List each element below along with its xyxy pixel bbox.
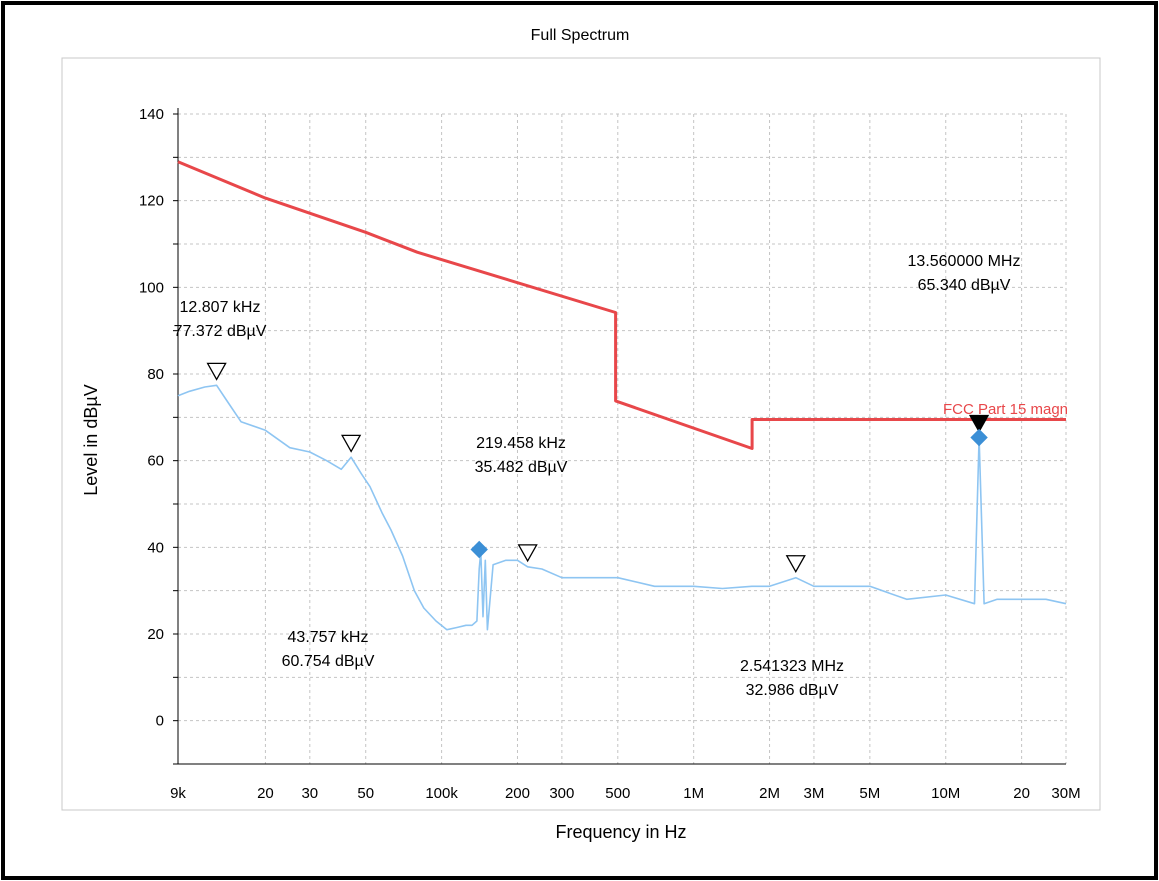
y-tick-label: 140	[139, 106, 164, 123]
marker-freq-label: 43.757 kHz	[288, 629, 369, 646]
marker-freq-label: 12.807 kHz	[180, 299, 261, 316]
x-tick-label: 20	[257, 785, 274, 802]
x-tick-label: 3M	[804, 785, 825, 802]
marker-freq-label: 219.458 kHz	[476, 435, 566, 452]
x-tick-label: 30M	[1051, 785, 1080, 802]
marker-freq-label: 13.560000 MHz	[908, 253, 1021, 270]
marker-level-label: 35.482 dBµV	[475, 459, 568, 476]
x-axis-label: Frequency in Hz	[555, 822, 686, 842]
x-tick-label: 100k	[425, 785, 458, 802]
x-tick-label: 1M	[683, 785, 704, 802]
x-tick-label: 50	[357, 785, 374, 802]
limit-series-label: FCC Part 15 magn	[943, 401, 1068, 418]
y-axis-label: Level in dBµV	[81, 384, 101, 495]
x-tick-label: 20	[1013, 785, 1030, 802]
x-tick-label: 200	[505, 785, 530, 802]
grid	[177, 113, 1067, 765]
x-tick-label: 300	[549, 785, 574, 802]
x-tick-label: 500	[605, 785, 630, 802]
marker-layer: 12.807 kHz 77.372 dBµV 43.757 kHz 60.754 dB…	[174, 253, 1021, 699]
marker-level-label: 60.754 dBµV	[282, 653, 375, 670]
y-tick-label: 60	[147, 453, 164, 470]
peak-marker-icon	[968, 414, 990, 433]
diamond-marker-icon	[470, 540, 488, 559]
x-tick-label: 10M	[931, 785, 960, 802]
marker-level-label: 32.986 dBµV	[746, 682, 839, 699]
y-tick-label: 100	[139, 279, 164, 296]
y-tick-label: 0	[156, 713, 164, 730]
chart-title: Full Spectrum	[531, 27, 630, 44]
peak-marker-icon	[517, 544, 538, 563]
marker-freq-label: 2.541323 MHz	[740, 658, 844, 675]
peak-marker-icon	[341, 434, 362, 453]
y-tick-label: 40	[147, 539, 164, 556]
chart-panel-border	[61, 57, 1101, 811]
marker-level-label: 65.340 dBµV	[918, 277, 1011, 294]
peak-marker-icon	[206, 362, 227, 381]
x-tick-label: 30	[301, 785, 318, 802]
spectrum-line	[177, 384, 1067, 631]
y-tick-label: 120	[139, 193, 164, 210]
x-tick-label: 5M	[859, 785, 880, 802]
marker-level-label: 77.372 dBµV	[174, 323, 267, 340]
peak-marker-icon	[785, 555, 806, 574]
y-tick-label: 20	[147, 626, 164, 643]
limit-line	[177, 160, 1066, 450]
x-tick-label: 2M	[759, 785, 780, 802]
series-layer	[177, 160, 1067, 631]
y-tick-label: 80	[147, 366, 164, 383]
diamond-marker-icon	[970, 428, 988, 447]
axes: 0 20 40 60 80 100 120 140 9k 20 30 50 100k 200 300 500 1…	[139, 106, 1081, 802]
x-tick-label: 9k	[170, 785, 186, 802]
